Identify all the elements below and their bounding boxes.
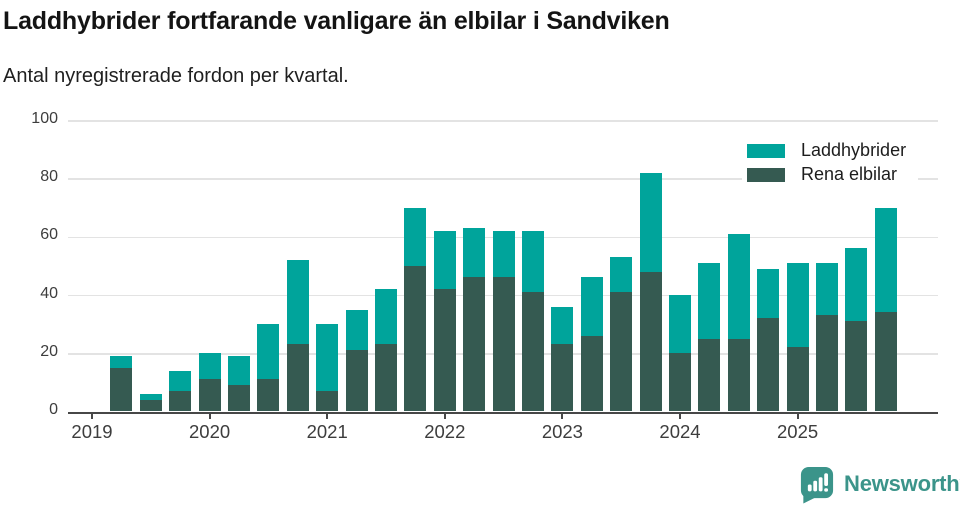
bar-2022-q2-laddhybrider — [463, 228, 485, 278]
bar-2024-q3-laddhybrider — [728, 234, 750, 339]
x-axis-tick-2019 — [91, 414, 93, 419]
chart-legend: Laddhybrider Rena elbilar — [742, 132, 918, 193]
chart-canvas: Laddhybrider fortfarande vanligare än el… — [0, 0, 960, 505]
bar-2019-q2-laddhybrider — [110, 356, 132, 368]
bar-2020-q3-laddhybrider — [257, 324, 279, 379]
bar-2019-q2-rena-elbilar — [110, 368, 132, 412]
bar-2023-q2-laddhybrider — [581, 277, 603, 335]
bar-2025-q1-rena-elbilar — [787, 347, 809, 411]
bar-2021-q4-laddhybrider — [404, 208, 426, 266]
bar-2022-q4-laddhybrider — [522, 231, 544, 292]
bar-2024-q1-rena-elbilar — [669, 353, 691, 411]
bar-2021-q1-laddhybrider — [316, 324, 338, 391]
bar-2024-q2-laddhybrider — [698, 263, 720, 339]
x-axis-label-2021: 2021 — [285, 421, 369, 443]
x-axis-label-2025: 2025 — [756, 421, 840, 443]
bar-2020-q4-rena-elbilar — [287, 344, 309, 411]
bar-2021-q3-laddhybrider — [375, 289, 397, 344]
bar-2024-q3-rena-elbilar — [728, 339, 750, 412]
bar-2025-q3-rena-elbilar — [845, 321, 867, 411]
legend-item-rena-elbilar: Rena elbilar — [747, 164, 906, 185]
bar-2025-q2-laddhybrider — [816, 263, 838, 315]
bar-2025-q1-laddhybrider — [787, 263, 809, 348]
bar-2023-q1-laddhybrider — [551, 307, 573, 345]
x-axis-tick-2021 — [326, 414, 328, 419]
bar-2022-q1-laddhybrider — [434, 231, 456, 289]
bar-2025-q4-laddhybrider — [875, 208, 897, 313]
bar-2024-q4-rena-elbilar — [757, 318, 779, 411]
bar-2020-q4-laddhybrider — [287, 260, 309, 345]
legend-label: Laddhybrider — [801, 140, 906, 161]
bar-2019-q4-rena-elbilar — [169, 391, 191, 411]
x-axis-label-2019: 2019 — [50, 421, 134, 443]
x-axis-label-2020: 2020 — [168, 421, 252, 443]
bar-2023-q3-laddhybrider — [610, 257, 632, 292]
x-axis-tick-2025 — [797, 414, 799, 419]
legend-swatch-icon — [747, 168, 785, 182]
x-axis-label-2023: 2023 — [520, 421, 604, 443]
brand-name: Newsworthy — [844, 471, 960, 497]
bar-2020-q1-laddhybrider — [199, 353, 221, 379]
x-axis-tick-2022 — [444, 414, 446, 419]
x-axis-line — [68, 412, 938, 415]
bar-2025-q2-rena-elbilar — [816, 315, 838, 411]
y-axis-label-20: 20 — [0, 342, 58, 362]
bar-2023-q3-rena-elbilar — [610, 292, 632, 411]
bar-2022-q1-rena-elbilar — [434, 289, 456, 411]
x-axis-label-2022: 2022 — [403, 421, 487, 443]
bar-2022-q3-laddhybrider — [493, 231, 515, 278]
gridline-y-100 — [68, 120, 938, 122]
bar-2020-q2-rena-elbilar — [228, 385, 250, 411]
brand-footer: Newsworthy — [799, 466, 960, 504]
bar-2021-q3-rena-elbilar — [375, 344, 397, 411]
bar-2025-q4-rena-elbilar — [875, 312, 897, 411]
bar-2024-q1-laddhybrider — [669, 295, 691, 353]
bar-2020-q2-laddhybrider — [228, 356, 250, 385]
plot-area: 0 20 40 60 80 100 2019 2020 2021 2022 2023 2024 2025 — [0, 0, 960, 505]
bar-2019-q4-laddhybrider — [169, 371, 191, 391]
x-axis-tick-2023 — [561, 414, 563, 419]
bar-2021-q2-laddhybrider — [346, 310, 368, 351]
x-axis-label-2024: 2024 — [638, 421, 722, 443]
x-axis-tick-2024 — [679, 414, 681, 419]
legend-swatch-icon — [747, 144, 785, 158]
bar-2021-q1-rena-elbilar — [316, 391, 338, 411]
bar-2025-q3-laddhybrider — [845, 248, 867, 321]
bar-2019-q3-laddhybrider — [140, 394, 162, 400]
bar-2020-q3-rena-elbilar — [257, 379, 279, 411]
bar-2022-q4-rena-elbilar — [522, 292, 544, 411]
bar-2022-q2-rena-elbilar — [463, 277, 485, 411]
bar-2021-q2-rena-elbilar — [346, 350, 368, 411]
bar-2021-q4-rena-elbilar — [404, 266, 426, 412]
bar-2022-q3-rena-elbilar — [493, 277, 515, 411]
legend-item-laddhybrider: Laddhybrider — [747, 140, 906, 161]
bar-2023-q1-rena-elbilar — [551, 344, 573, 411]
bar-2019-q3-rena-elbilar — [140, 400, 162, 412]
bar-2024-q4-laddhybrider — [757, 269, 779, 319]
bar-2023-q2-rena-elbilar — [581, 336, 603, 412]
legend-label: Rena elbilar — [801, 164, 897, 185]
bar-2023-q4-laddhybrider — [640, 173, 662, 272]
y-axis-label-40: 40 — [0, 284, 58, 304]
y-axis-label-60: 60 — [0, 225, 58, 245]
y-axis-label-100: 100 — [0, 109, 58, 129]
x-axis-tick-2020 — [209, 414, 211, 419]
y-axis-label-80: 80 — [0, 167, 58, 187]
y-axis-label-0: 0 — [0, 400, 58, 420]
bar-2023-q4-rena-elbilar — [640, 272, 662, 412]
bar-2024-q2-rena-elbilar — [698, 339, 720, 412]
newsworthy-logo-icon — [799, 466, 835, 504]
bar-2020-q1-rena-elbilar — [199, 379, 221, 411]
